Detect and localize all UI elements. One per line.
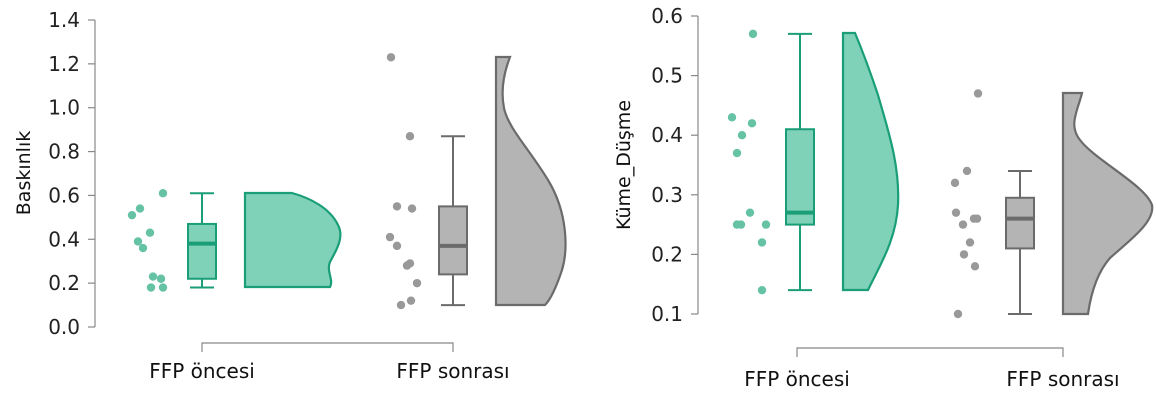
data-point bbox=[127, 210, 137, 220]
box-iqr bbox=[1005, 196, 1035, 250]
y-tick-label: 0.0 bbox=[48, 315, 80, 339]
half-violin-before bbox=[243, 191, 342, 289]
data-point bbox=[156, 274, 166, 283]
y-tick-label: 0.4 bbox=[651, 123, 683, 147]
data-point bbox=[757, 238, 767, 247]
y-axis-ticks: 0.1 0.2 0.3 0.4 0.5 0.6 bbox=[651, 4, 698, 326]
data-point bbox=[133, 237, 143, 246]
data-point bbox=[392, 202, 402, 211]
data-point bbox=[950, 178, 960, 188]
data-point bbox=[405, 132, 415, 141]
data-point bbox=[962, 166, 972, 176]
boxplot-after bbox=[1005, 169, 1035, 315]
y-tick-label: 0.4 bbox=[48, 227, 80, 251]
data-point bbox=[736, 220, 746, 229]
data-point bbox=[737, 131, 747, 140]
data-point bbox=[386, 53, 396, 62]
data-point bbox=[970, 262, 980, 271]
data-point bbox=[406, 296, 416, 305]
data-point bbox=[959, 250, 969, 259]
points-before bbox=[127, 189, 168, 292]
box-iqr bbox=[438, 205, 468, 276]
chart-panel-baskinlik: 0.0 0.2 0.4 0.6 0.8 1.0 1.2 1.4 Baskınlık FFP ö… bbox=[13, 8, 567, 383]
data-point bbox=[958, 220, 968, 229]
y-tick-label: 1.2 bbox=[48, 52, 80, 76]
half-violin-after bbox=[494, 55, 567, 307]
data-point bbox=[748, 29, 758, 39]
data-point bbox=[761, 220, 771, 229]
boxplot-after bbox=[438, 135, 468, 307]
y-tick-label: 0.5 bbox=[651, 64, 683, 88]
points-after bbox=[950, 89, 983, 319]
data-point bbox=[135, 204, 145, 213]
points-after bbox=[385, 53, 422, 310]
y-tick-label: 0.6 bbox=[48, 183, 80, 207]
data-point bbox=[385, 232, 395, 242]
data-point bbox=[953, 309, 963, 319]
y-tick-label: 0.3 bbox=[651, 183, 683, 207]
data-point bbox=[747, 119, 757, 128]
data-point bbox=[412, 278, 422, 288]
data-point bbox=[146, 283, 156, 292]
data-point bbox=[951, 208, 961, 217]
category-label-before: FFP öncesi bbox=[744, 367, 850, 391]
data-point bbox=[158, 189, 168, 198]
category-label-after: FFP sonrası bbox=[1006, 367, 1119, 391]
data-point bbox=[145, 228, 155, 237]
y-axis-ticks: 0.0 0.2 0.4 0.6 0.8 1.0 1.2 1.4 bbox=[48, 8, 95, 339]
data-point bbox=[973, 89, 983, 98]
data-point bbox=[732, 148, 742, 158]
y-tick-label: 0.6 bbox=[651, 4, 683, 28]
data-point bbox=[392, 241, 402, 251]
category-label-before: FFP öncesi bbox=[149, 359, 255, 383]
chart-panel-kume-dusme: 0.1 0.2 0.3 0.4 0.5 0.6 Küme_Düşme FFP öncesi… bbox=[613, 4, 1154, 391]
data-point bbox=[407, 204, 417, 213]
half-violin-after bbox=[1061, 91, 1154, 316]
data-point bbox=[965, 238, 975, 247]
data-point bbox=[158, 283, 168, 292]
points-before bbox=[727, 29, 771, 295]
data-point bbox=[138, 243, 148, 253]
data-point bbox=[148, 272, 158, 281]
boxplot-before bbox=[187, 192, 217, 289]
x-axis-bracket bbox=[201, 342, 454, 352]
data-point bbox=[402, 261, 412, 270]
y-tick-label: 1.0 bbox=[48, 96, 80, 120]
data-point bbox=[972, 214, 982, 223]
box-iqr bbox=[187, 222, 217, 280]
y-tick-label: 0.2 bbox=[651, 242, 683, 266]
data-point bbox=[727, 113, 737, 122]
x-axis-bracket bbox=[796, 347, 1064, 357]
boxplot-before bbox=[785, 32, 815, 292]
y-tick-label: 0.2 bbox=[48, 271, 80, 295]
category-label-after: FFP sonrası bbox=[396, 359, 509, 383]
y-tick-label: 0.1 bbox=[651, 302, 683, 326]
data-point bbox=[745, 208, 755, 217]
box-iqr bbox=[785, 128, 815, 226]
half-violin-before bbox=[841, 31, 900, 292]
y-axis-title: Baskınlık bbox=[13, 131, 35, 215]
data-point bbox=[757, 285, 767, 295]
y-tick-label: 1.4 bbox=[48, 8, 80, 32]
data-point bbox=[396, 300, 406, 310]
y-tick-label: 0.8 bbox=[48, 140, 80, 164]
y-axis-title: Küme_Düşme bbox=[613, 100, 635, 230]
